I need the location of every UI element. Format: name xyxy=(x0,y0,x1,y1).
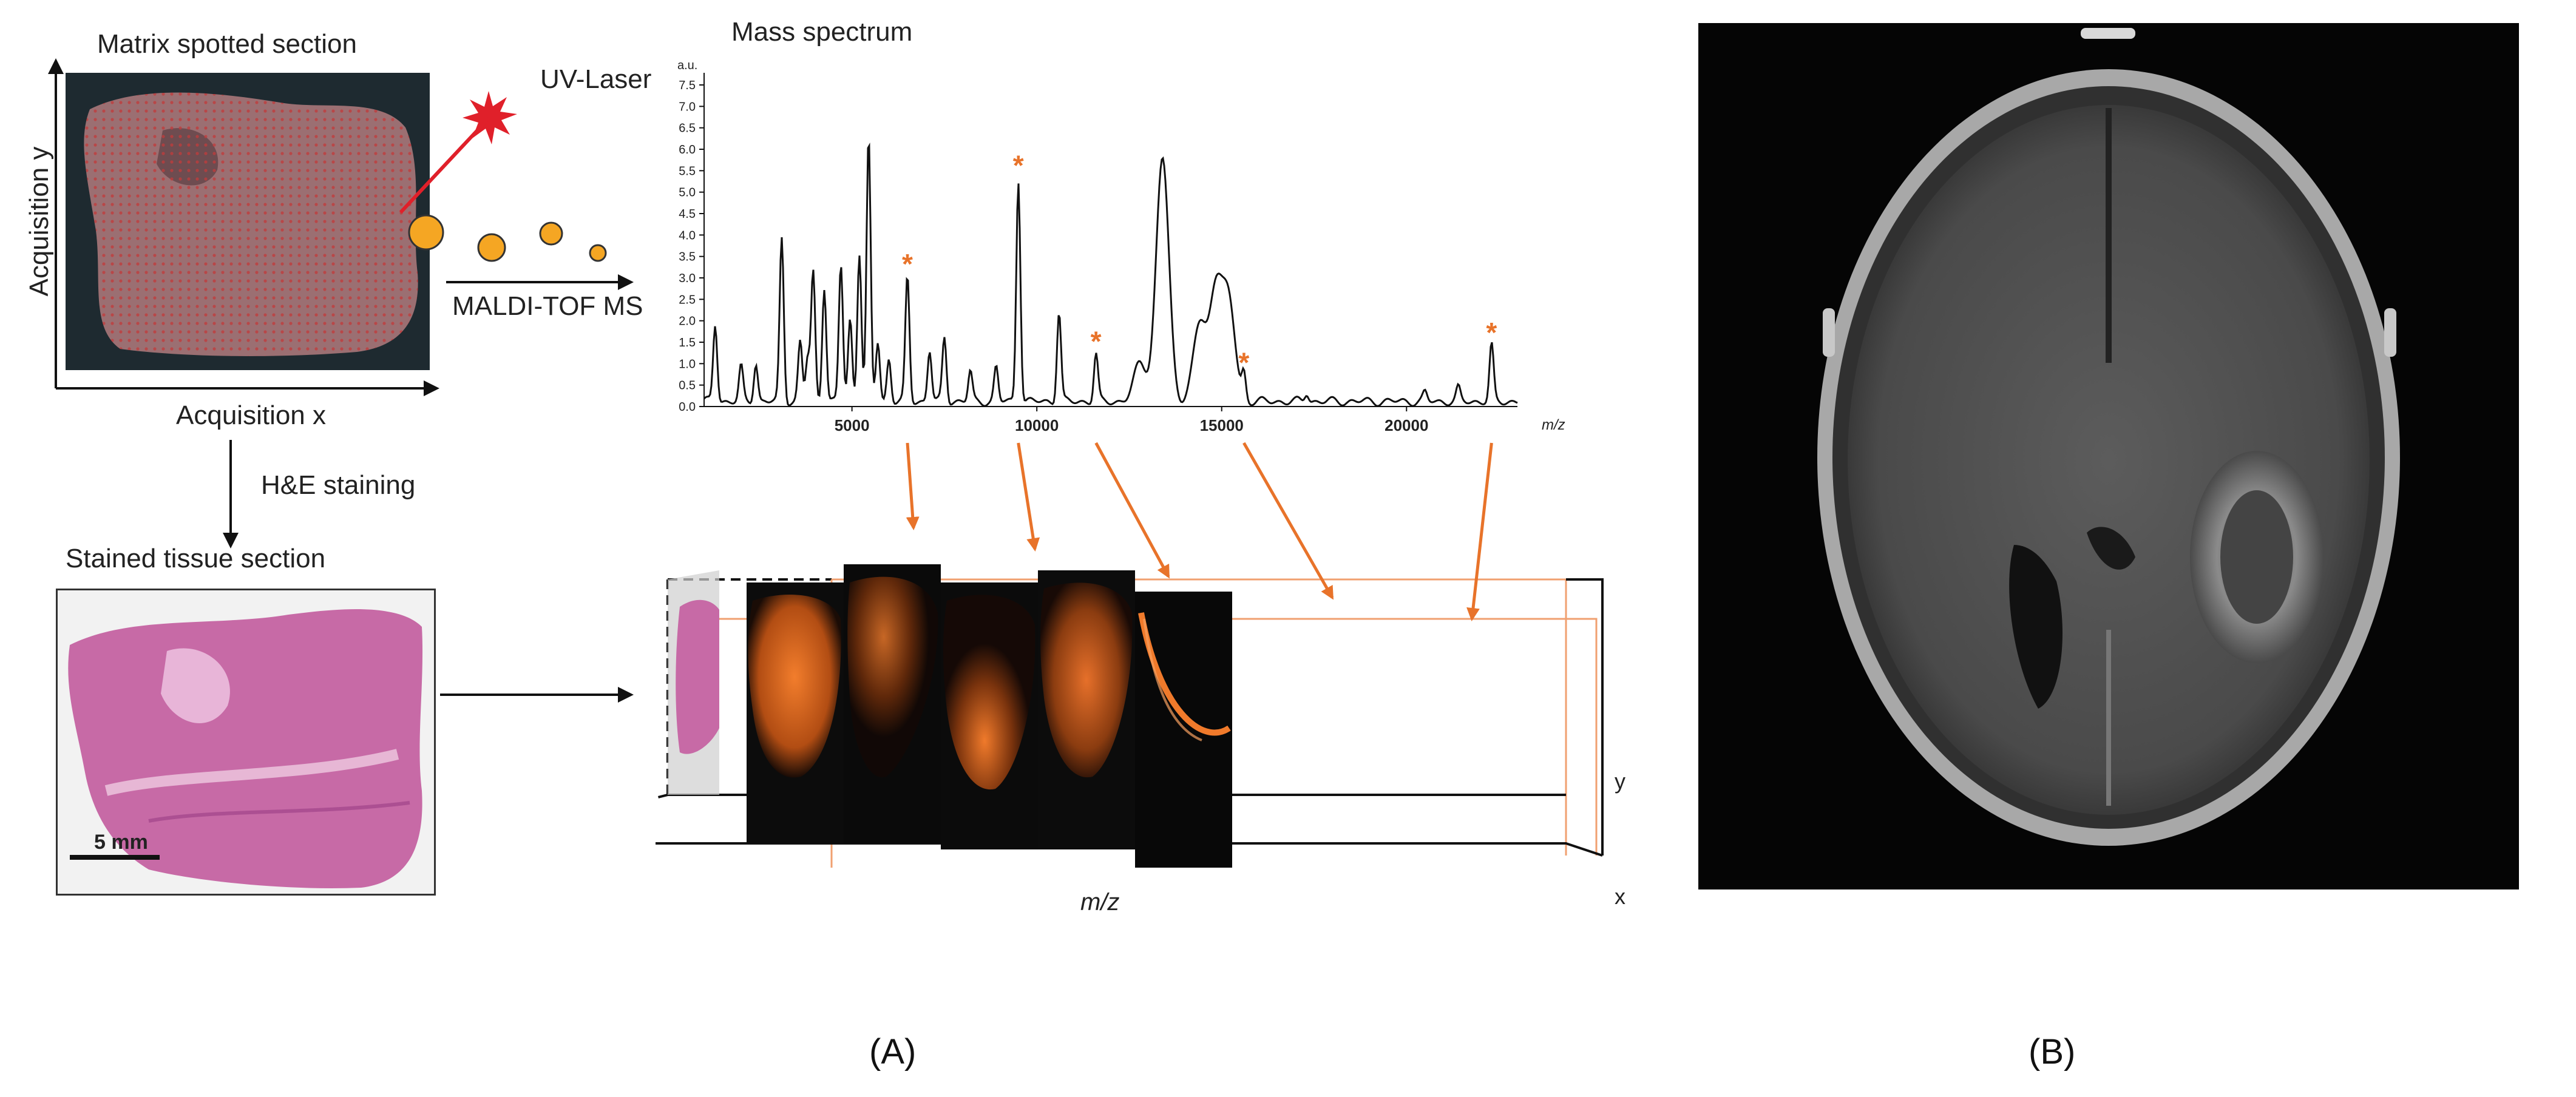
mri-brain xyxy=(1817,28,2400,846)
peak-arrow xyxy=(1466,442,1493,621)
spectrum-x-tick-label: 15000 xyxy=(1200,416,1244,434)
cube-axis-x: x xyxy=(1615,884,1625,909)
ion-slice-3 xyxy=(941,582,1038,849)
spectrum-y-label: a.u. xyxy=(677,59,697,72)
ion-medium xyxy=(477,233,506,262)
he-tissue-shape xyxy=(68,609,423,888)
spectrum-y-tick-label: 7.5 xyxy=(679,79,696,92)
starred-peak-marker: * xyxy=(1486,317,1497,348)
spectrum-title: Mass spectrum xyxy=(731,17,913,47)
ion-large xyxy=(408,214,444,251)
spectrum-y-tick-label: 0.0 xyxy=(679,400,696,414)
starred-peak-marker: * xyxy=(902,248,913,280)
peak-arrow xyxy=(906,442,920,530)
scale-bar-label: 5 mm xyxy=(94,831,148,854)
acquisition-axes xyxy=(48,58,439,396)
spectrum-y-tick-label: 3.5 xyxy=(679,251,696,264)
peak-arrow xyxy=(1017,442,1040,552)
ion-slice-2 xyxy=(844,564,941,843)
fiducial-right xyxy=(2384,308,2396,357)
cube-axis-mz: m/z xyxy=(1080,889,1119,916)
spectrum-y-tick-label: 5.0 xyxy=(679,186,696,200)
matrix-section-title: Matrix spotted section xyxy=(97,29,357,59)
peak-arrow xyxy=(1242,442,1334,600)
he-staining-label: H&E staining xyxy=(261,470,416,500)
spectrum-x-tick-label: 10000 xyxy=(1015,416,1059,434)
ion-slice-5 xyxy=(1135,592,1232,868)
panel-b-label: (B) xyxy=(2029,1032,2076,1072)
spectrum-x-tick-label: 20000 xyxy=(1385,416,1428,434)
matrix-spotted-image xyxy=(66,73,430,370)
spectrum-y-tick-label: 4.0 xyxy=(679,229,696,242)
starred-peak-marker: * xyxy=(1013,150,1024,181)
to-cube-arrow xyxy=(440,687,634,703)
matrix-tissue-shape xyxy=(84,92,418,356)
uv-laser-label: UV-Laser xyxy=(540,64,652,94)
ion-tiny xyxy=(589,244,607,262)
spectrum-y-tick-label: 3.0 xyxy=(679,272,696,285)
peak-arrow xyxy=(1094,442,1170,579)
cube-axis-y: y xyxy=(1615,769,1625,794)
spectrum-y-tick-label: 7.0 xyxy=(679,100,696,113)
starred-peak-marker: * xyxy=(1091,325,1102,357)
spectrum-y-tick-label: 1.0 xyxy=(679,357,696,371)
mass-spectrum-chart: a.u. 0.0 0.5 1.0 1.5 2.0 2.5 3.0 3.5 4.0 4.5 5.0 5.5… xyxy=(677,59,1565,434)
spectrum-y-tick-label: 2.5 xyxy=(679,293,696,306)
spectrum-y-tick-label: 6.5 xyxy=(679,122,696,135)
stained-tissue-image: 5 mm xyxy=(56,589,436,896)
he-slice-tissue xyxy=(676,599,719,754)
stained-section-title: Stained tissue section xyxy=(66,544,326,573)
left-ventricle xyxy=(2009,545,2062,709)
spectrum-y-tick-label: 2.0 xyxy=(679,315,696,328)
spectrum-y-tick-label: 6.0 xyxy=(679,143,696,157)
ion-small xyxy=(539,221,563,246)
spectrum-x-label: m/z xyxy=(1542,417,1565,433)
he-arrow xyxy=(223,440,239,548)
scale-bar xyxy=(70,855,160,860)
maldi-tof-label: MALDI-TOF MS xyxy=(452,291,643,321)
fiducial-top xyxy=(2081,28,2135,39)
mri-image xyxy=(1698,23,2519,889)
laser-and-ions xyxy=(399,91,634,290)
ion-slice-4 xyxy=(1038,570,1135,849)
panel-a-label: (A) xyxy=(869,1032,917,1072)
spectrum-x-tick-label: 5000 xyxy=(835,416,870,434)
spectrum-line xyxy=(703,143,1518,407)
spectrum-y-tick-label: 5.5 xyxy=(679,164,696,178)
spectrum-y-tick-label: 0.5 xyxy=(679,379,696,393)
fiducial-left xyxy=(1823,308,1835,357)
spectrum-y-tick-label: 1.5 xyxy=(679,336,696,349)
spectrum-y-tick-label: 4.5 xyxy=(679,208,696,221)
starred-peak-marker: * xyxy=(1238,347,1249,379)
ion-slice-1 xyxy=(747,582,844,843)
ion-image-cube: m/z x y xyxy=(656,564,1625,916)
acquisition-x-label: Acquisition x xyxy=(176,400,327,430)
